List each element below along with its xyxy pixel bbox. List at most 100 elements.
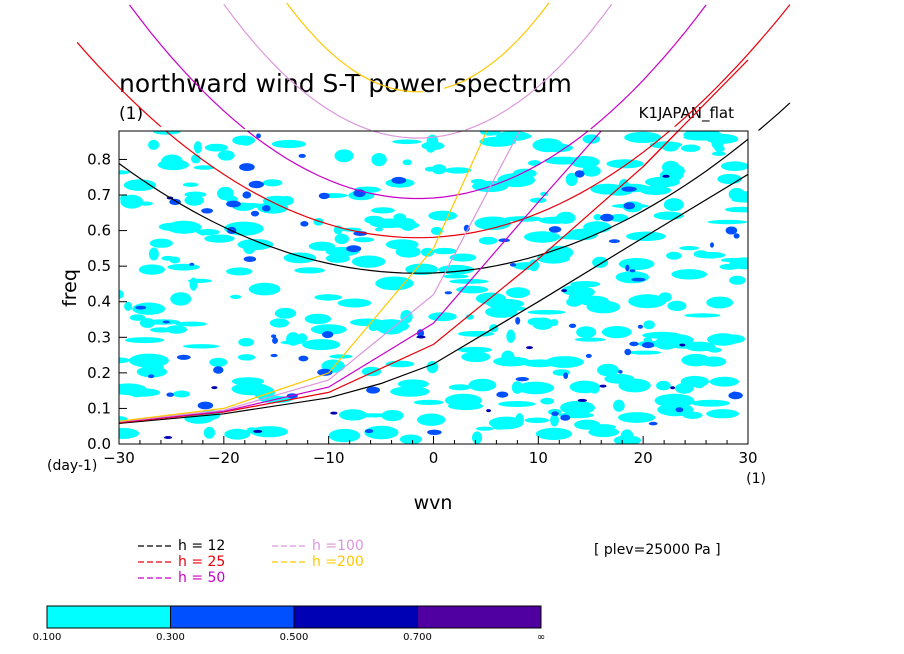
- contour-blob-mid: [322, 331, 334, 339]
- contour-blob-mid: [637, 324, 644, 329]
- contour-blob-low: [371, 153, 387, 167]
- contour-blob-low: [671, 269, 707, 280]
- contour-blob-mid: [560, 414, 571, 421]
- contour-blob-low: [224, 428, 251, 440]
- contour-blob-low: [129, 314, 146, 321]
- contour-blob-low: [385, 239, 419, 250]
- contour-blob-mid: [226, 200, 241, 208]
- contour-blob-mid: [675, 407, 684, 413]
- contour-blob-low: [659, 168, 684, 182]
- contour-blob-mid: [262, 205, 271, 212]
- contour-blob-low: [707, 219, 748, 225]
- contour-blob-low: [397, 379, 429, 389]
- contour-blob-low: [283, 252, 317, 264]
- x-axis-label: wvn: [414, 492, 453, 514]
- contour-blob-low: [615, 271, 649, 284]
- contour-blob-mid: [444, 291, 452, 295]
- contour-blob-mid: [618, 370, 623, 374]
- contour-blob-low: [527, 310, 566, 315]
- contour-blob-low: [505, 287, 531, 298]
- contour-blob-low: [522, 359, 557, 368]
- contour-blob-low: [604, 374, 635, 384]
- contour-blob-low: [338, 409, 368, 421]
- contour-blob-mid: [169, 198, 181, 205]
- contour-blob-low: [474, 216, 512, 231]
- contour-blob-low: [560, 400, 595, 415]
- contour-blob-low: [662, 142, 679, 152]
- colorbar-label: 0.100: [33, 632, 62, 643]
- contour-blob-low: [627, 350, 662, 355]
- contour-blob-low: [124, 301, 133, 311]
- contour-blob-mid: [271, 334, 277, 339]
- contour-blob-low: [675, 382, 694, 394]
- x-axis: −30 −20 −10 0 10 20 30: [103, 436, 758, 467]
- inertia-gravity-curve-top: [674, 4, 791, 128]
- contour-blob-low: [643, 337, 652, 343]
- contour-blob-high: [526, 346, 533, 350]
- contour-blob-mid: [563, 372, 569, 380]
- contour-blob-low: [613, 399, 625, 412]
- contour-blob-low: [535, 427, 573, 440]
- contour-blob-low: [693, 250, 709, 258]
- contour-blob-low: [148, 247, 159, 261]
- contour-blob-low: [182, 344, 220, 349]
- contour-blob-low: [294, 267, 325, 274]
- contour-blob-high: [416, 335, 426, 339]
- contour-blob-low: [444, 393, 483, 407]
- contour-blob-low: [217, 150, 235, 161]
- contour-blob-low: [719, 263, 740, 270]
- contour-blob-low: [182, 182, 199, 187]
- contour-blob-low: [540, 397, 555, 405]
- contour-blob-mid: [239, 163, 255, 172]
- contour-blob-low: [606, 159, 644, 169]
- colorbar-label: 0.300: [156, 632, 185, 643]
- contour-blob-low: [729, 275, 746, 285]
- contour-blob-mid: [624, 348, 632, 356]
- contour-blob-low: [556, 211, 576, 224]
- contour-blob-low: [592, 256, 609, 268]
- contour-blob-low: [191, 154, 201, 164]
- contour-blob-mid: [270, 353, 278, 358]
- contour-blob-mid: [176, 354, 191, 360]
- contour-blob-high: [599, 384, 607, 388]
- contour-blob-mid: [585, 353, 592, 358]
- contour-blob-low: [375, 276, 414, 291]
- contour-blob-mid: [631, 277, 646, 282]
- contour-blob-low: [402, 159, 412, 166]
- contour-blob-mid: [298, 153, 306, 158]
- contour-blob-low: [524, 231, 561, 243]
- contour-blob-low: [124, 388, 161, 397]
- contour-blob-low: [566, 297, 582, 307]
- contour-blob-low: [498, 401, 536, 407]
- contour-blob-low: [488, 416, 524, 430]
- contour-blob-high: [330, 411, 338, 415]
- y-axis-label: freq: [59, 269, 81, 307]
- contour-blob-low: [593, 214, 602, 221]
- contour-blob-low: [217, 186, 234, 201]
- contour-blob-low: [680, 144, 701, 152]
- contour-blob-low: [717, 173, 742, 185]
- contour-blob-mid: [135, 305, 147, 310]
- contour-blob-mid: [201, 208, 214, 214]
- x-tick-label: −20: [208, 449, 240, 467]
- contour-blob-low: [679, 246, 700, 251]
- contour-blob-low: [120, 194, 144, 209]
- contour-blob-low: [517, 381, 555, 395]
- contour-blob-low: [448, 384, 471, 391]
- contour-blob-low: [364, 215, 384, 224]
- contour-blob-low: [119, 170, 131, 175]
- contour-blob-low: [550, 413, 559, 427]
- contour-blob-low: [706, 409, 739, 419]
- contour-blob-low: [413, 399, 444, 405]
- contour-blob-low: [624, 131, 662, 143]
- contour-blob-mid: [243, 256, 257, 262]
- dispersion-curves: [119, 131, 748, 424]
- contour-blob-mid: [317, 368, 333, 376]
- contour-blob-low: [198, 229, 208, 236]
- legend-label: h =200: [312, 554, 364, 570]
- inertia-gravity-curve: [165, 131, 671, 239]
- contour-blob-low: [351, 255, 386, 268]
- y-unit-label: (day-1): [47, 458, 97, 474]
